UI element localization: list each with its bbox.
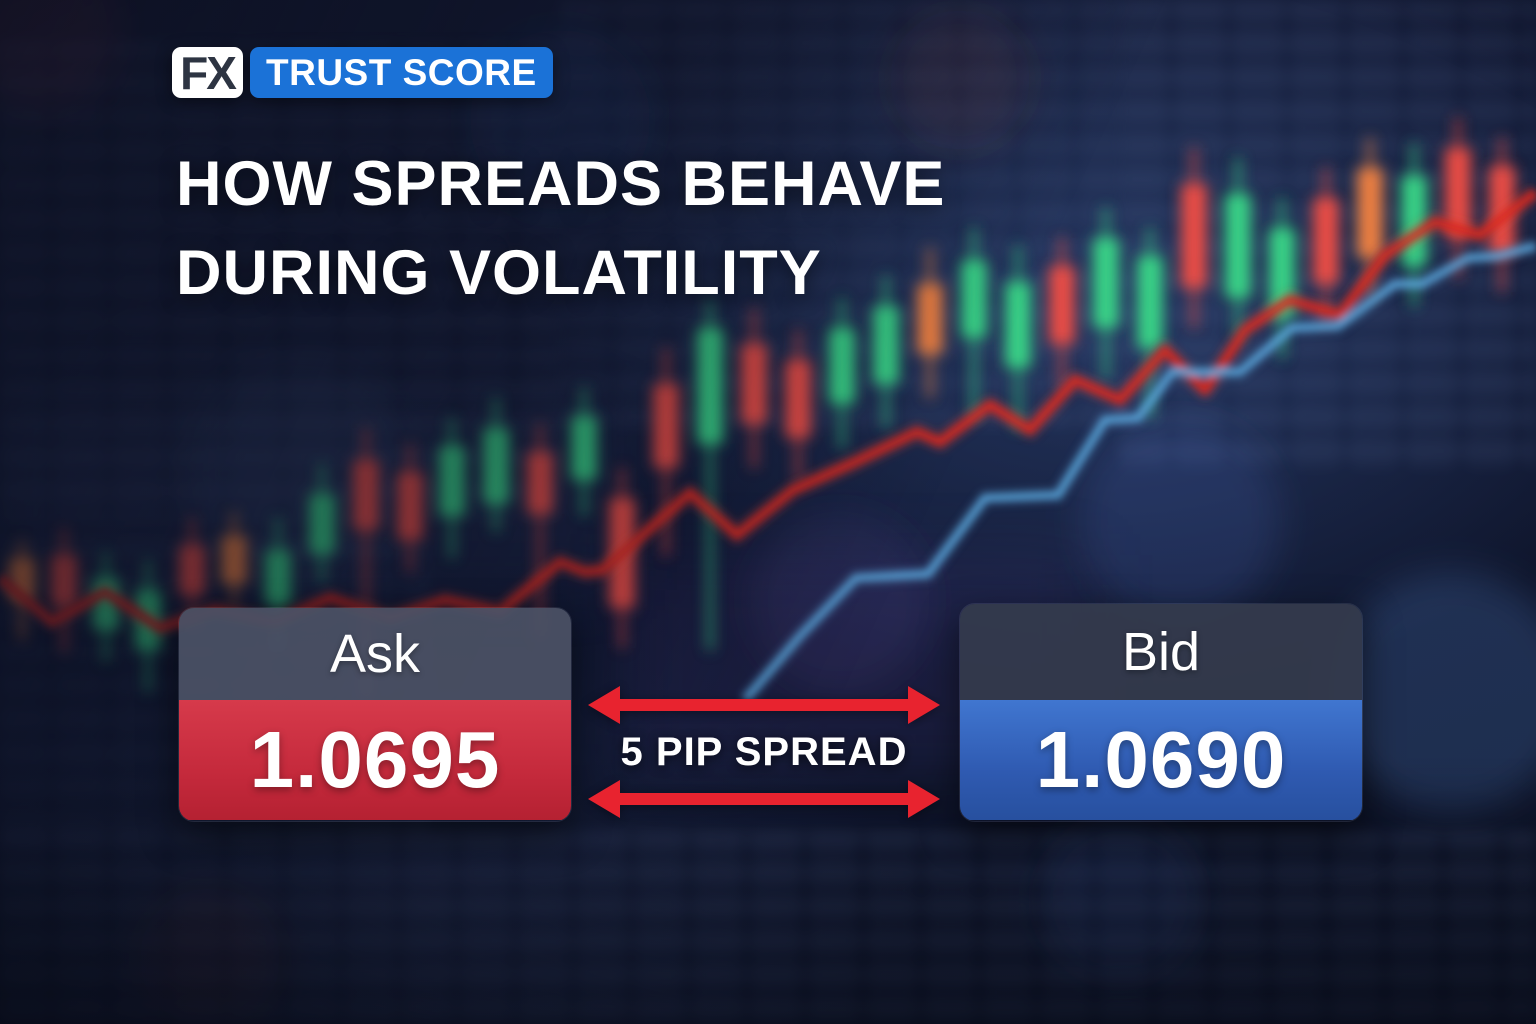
bid-price-value: 1.0690	[960, 700, 1362, 820]
bid-card-header: Bid	[960, 604, 1362, 700]
arrow-shaft	[614, 699, 914, 711]
ask-price-card: Ask 1.0695	[178, 607, 572, 822]
ask-price-value: 1.0695	[179, 700, 571, 820]
ask-card-header: Ask	[179, 608, 571, 700]
bid-price-card: Bid 1.0690	[959, 603, 1363, 822]
arrow-shaft	[614, 793, 914, 805]
title-line-1: HOW SPREADS BEHAVE	[176, 149, 946, 219]
logo-brand-badge: TRUST SCORE	[250, 47, 553, 98]
title-line-2: DURING VOLATILITY	[176, 238, 822, 308]
spread-label: 5 PIP SPREAD	[620, 729, 908, 774]
logo-fx-badge: FX	[172, 47, 243, 99]
spread-annotation: 5 PIP SPREAD	[588, 686, 940, 818]
double-arrow-top-icon	[588, 686, 940, 724]
double-arrow-bottom-icon	[588, 780, 940, 818]
page-title: HOW SPREADS BEHAVE DURING VOLATILITY	[176, 140, 945, 318]
fx-trust-score-logo: FX TRUST SCORE	[172, 47, 553, 99]
